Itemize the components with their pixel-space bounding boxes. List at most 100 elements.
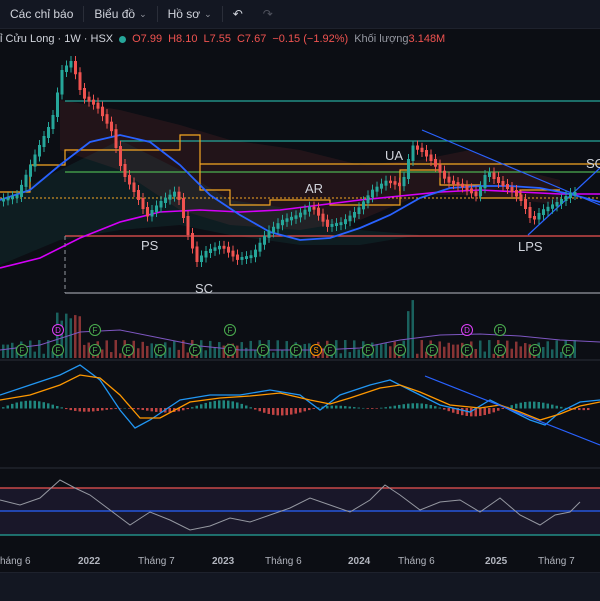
macd-hist-bar — [303, 408, 306, 412]
candle-body — [281, 219, 284, 226]
macd-hist-bar — [515, 403, 518, 409]
volume-bar — [560, 351, 563, 358]
macd-hist-bar — [335, 405, 338, 409]
candle-body — [420, 147, 424, 152]
macd-hist-bar — [191, 407, 194, 409]
macd-hist-bar — [488, 408, 491, 414]
candle-body — [461, 183, 464, 188]
candle-body — [339, 222, 343, 226]
profile-button[interactable]: Hồ sơ ⌄ — [158, 0, 222, 28]
candle-body — [60, 70, 64, 95]
macd-hist-bar — [542, 402, 545, 409]
chart-type-button[interactable]: Biểu đồ ⌄ — [84, 0, 156, 28]
candle-body — [569, 193, 572, 198]
macd-hist-bar — [155, 408, 158, 412]
volume-bar — [209, 340, 212, 358]
signal-marker: F — [89, 344, 101, 356]
candle-body — [344, 219, 347, 225]
label-lps: LPS — [518, 239, 543, 254]
candle-body — [389, 180, 392, 184]
macd-hist-bar — [200, 404, 203, 409]
macd-hist-bar — [510, 405, 513, 409]
rsi-line — [0, 479, 581, 531]
volume-bar — [254, 350, 257, 358]
volume-bar — [272, 352, 275, 358]
label-sc: SC — [195, 281, 213, 296]
volume-bar — [380, 344, 383, 358]
macd-hist-bar — [443, 408, 446, 410]
macd-hist-bar — [384, 407, 387, 409]
candle-body — [294, 215, 298, 219]
medium-ma-line — [0, 134, 600, 241]
x-tick-label: Tháng 7 — [138, 556, 175, 567]
macd-hist-bar — [128, 408, 131, 409]
macd-hist-bar — [411, 403, 414, 409]
candle-body — [249, 255, 253, 259]
macd-hist-bar — [492, 408, 495, 413]
candle-body — [213, 247, 217, 251]
candle-body — [375, 186, 379, 192]
candle-body — [38, 145, 41, 157]
ichimoku-cloud-green — [0, 140, 420, 265]
signal-marker-letter: F — [498, 346, 503, 355]
volume-bar — [47, 340, 50, 358]
macd-hist-bar — [6, 405, 9, 409]
signal-marker-letter: F — [498, 326, 503, 335]
macd-hist-bar — [362, 407, 365, 409]
volume-bar — [542, 347, 545, 358]
macd-hist-bar — [357, 407, 360, 409]
macd-hist-bar — [407, 403, 410, 409]
candle-body — [236, 254, 239, 260]
macd-hist-bar — [389, 406, 392, 409]
volume-label: Khối lượng — [354, 33, 409, 45]
x-tick-label: 2023 — [212, 556, 235, 567]
signal-marker-circle — [52, 344, 64, 356]
signal-marker-letter: F — [533, 346, 538, 355]
candle-body — [438, 164, 442, 173]
candle-body — [524, 199, 527, 209]
x-tick-label: Tháng 6 — [398, 556, 435, 567]
candle-body — [263, 235, 266, 245]
candle-body — [411, 145, 415, 161]
macd-hist-bar — [38, 401, 41, 409]
macd-hist-bar — [519, 402, 522, 409]
signal-marker: F — [426, 344, 438, 356]
macd-hist-bar — [96, 408, 99, 411]
time-axis[interactable]: háng 6 2022 Tháng 7 2023 Tháng 6 2024 Th… — [0, 552, 600, 572]
macd-hist-bar — [569, 408, 572, 410]
signal-marker: D — [461, 324, 473, 336]
volume-bar — [321, 348, 324, 358]
candle-body — [137, 190, 140, 200]
macd-hist-bar — [564, 407, 567, 409]
signal-marker-circle — [122, 344, 134, 356]
signal-marker-circle — [89, 344, 101, 356]
signal-marker-letter: D — [464, 326, 470, 335]
candle-body — [105, 114, 109, 124]
candle-body — [47, 127, 50, 138]
volume-bar — [375, 344, 378, 358]
undo-button[interactable]: ↶ — [223, 0, 253, 28]
macd-hist-bar — [353, 407, 356, 409]
signal-marker-letter: F — [566, 346, 571, 355]
candle-body — [65, 65, 68, 72]
candle-body — [69, 61, 73, 68]
volume-bar — [308, 343, 311, 358]
symbol-title[interactable]: ỉ Cửu Long · 1W · HSX — [0, 33, 114, 45]
macd-hist-bar — [438, 407, 441, 409]
macd-hist-bar — [114, 408, 117, 409]
signal-marker-circle — [324, 344, 336, 356]
candle-body — [488, 172, 491, 177]
volume-bar — [416, 353, 419, 358]
indicators-button[interactable]: Các chỉ báo — [0, 0, 83, 28]
signal-marker-letter: F — [465, 346, 470, 355]
macd-hist-bar — [366, 408, 369, 409]
candle-body — [299, 212, 302, 218]
signal-marker: F — [362, 344, 374, 356]
candle-body — [204, 251, 208, 258]
candle-body — [150, 210, 154, 217]
macd-hist-bar — [105, 408, 108, 410]
redo-button[interactable]: ↷ — [253, 0, 283, 28]
chart-canvas[interactable]: UA AR PS SC LPS SO D F F D F F F F F F F F F F S F F F F F F… — [0, 0, 600, 572]
macd-hist-bar — [101, 408, 104, 411]
signal-marker: F — [290, 344, 302, 356]
